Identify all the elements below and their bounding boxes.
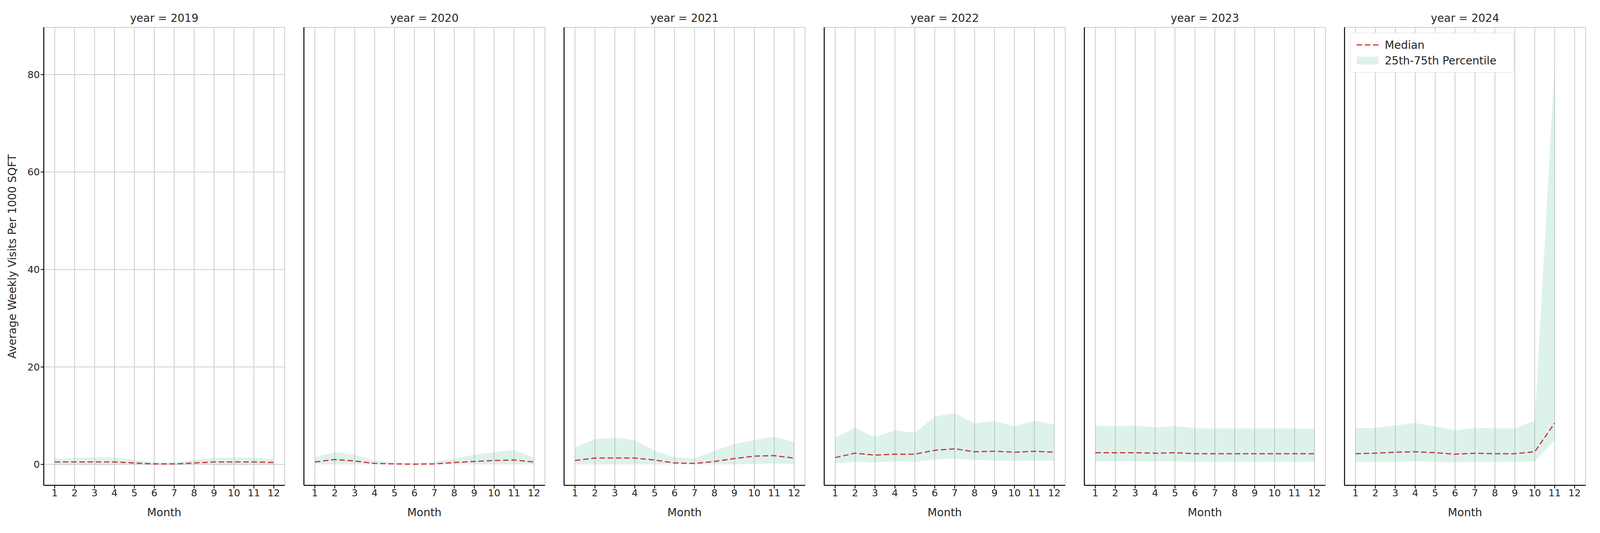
svg-text:1: 1 (51, 487, 58, 499)
html-text:year = 2024: year = 2024 (1430, 11, 1500, 25)
svg-text:8: 8 (1491, 487, 1499, 499)
svg-text:9: 9 (991, 487, 998, 499)
svg-text:6: 6 (151, 487, 158, 499)
svg-text:9: 9 (471, 487, 478, 499)
svg-text:5: 5 (1171, 487, 1179, 499)
html-text:year = 2020: year = 2020 (390, 11, 459, 25)
svg-text:11: 11 (1028, 487, 1041, 499)
svg-text:6: 6 (1191, 487, 1199, 499)
svg-text:4: 4 (111, 487, 118, 499)
svg-text:12: 12 (787, 487, 801, 499)
svg-text:12: 12 (1568, 487, 1581, 499)
html-text:Month: Month (667, 506, 702, 520)
svg-text:20: 20 (27, 361, 40, 374)
svg-text:7: 7 (691, 487, 698, 499)
svg-text:5: 5 (651, 487, 658, 499)
html-text:year = 2021: year = 2021 (650, 11, 719, 25)
svg-text:12: 12 (267, 487, 281, 499)
svg-text:9: 9 (731, 487, 738, 499)
svg-text:9: 9 (1511, 487, 1518, 499)
svg-text:8: 8 (191, 487, 198, 499)
html-text:Month: Month (1447, 506, 1483, 520)
svg-text:3: 3 (611, 487, 618, 499)
svg-text:2: 2 (331, 487, 338, 499)
svg-text:5: 5 (391, 487, 398, 499)
svg-text:6: 6 (671, 487, 678, 499)
svg-text:1: 1 (1092, 487, 1099, 499)
svg-text:11: 11 (507, 487, 521, 499)
svg-text:2: 2 (71, 487, 78, 499)
html-text:Month: Month (927, 506, 962, 520)
svg-text:4: 4 (1151, 487, 1159, 499)
html-text:25th-75th Percentile: 25th-75th Percentile (1384, 54, 1497, 67)
svg-text:4: 4 (891, 487, 899, 499)
html-text:Average Weekly Visits Per 1000: Average Weekly Visits Per 1000 SQFT (5, 154, 19, 359)
svg-text:3: 3 (1132, 487, 1139, 499)
html-text:year = 2023: year = 2023 (1170, 11, 1240, 25)
svg-text:7: 7 (1211, 487, 1218, 499)
html-text:Month: Month (407, 506, 442, 520)
svg-text:8: 8 (451, 487, 458, 499)
svg-text:12: 12 (1048, 487, 1061, 499)
html-text:year = 2022: year = 2022 (910, 11, 979, 25)
svg-text:2: 2 (1372, 487, 1379, 499)
svg-text:8: 8 (971, 487, 978, 499)
svg-text:10: 10 (1008, 487, 1021, 499)
svg-text:1: 1 (571, 487, 579, 499)
svg-text:3: 3 (351, 487, 358, 499)
svg-text:1: 1 (311, 487, 318, 499)
svg-text:3: 3 (91, 487, 98, 499)
svg-text:8: 8 (711, 487, 718, 499)
svg-text:2: 2 (591, 487, 599, 499)
svg-text:2: 2 (1112, 487, 1119, 499)
svg-text:10: 10 (487, 487, 501, 499)
svg-text:3: 3 (871, 487, 879, 499)
html-text:year = 2019: year = 2019 (130, 11, 199, 25)
svg-text:9: 9 (210, 487, 218, 499)
svg-text:5: 5 (1432, 487, 1439, 499)
svg-text:11: 11 (767, 487, 781, 499)
svg-text:6: 6 (1451, 487, 1459, 499)
html-text:Median: Median (1384, 38, 1425, 52)
svg-text:10: 10 (748, 487, 761, 499)
svg-text:7: 7 (1471, 487, 1479, 499)
svg-text:1: 1 (832, 487, 839, 499)
svg-text:3: 3 (1392, 487, 1399, 499)
svg-text:7: 7 (171, 487, 178, 499)
svg-text:11: 11 (1548, 487, 1561, 499)
svg-text:12: 12 (1308, 487, 1321, 499)
svg-text:60: 60 (27, 166, 40, 178)
svg-text:10: 10 (227, 487, 241, 499)
svg-text:9: 9 (1251, 487, 1258, 499)
svg-text:6: 6 (931, 487, 938, 499)
svg-text:1: 1 (1352, 487, 1359, 499)
svg-text:8: 8 (1231, 487, 1238, 499)
svg-text:10: 10 (1268, 487, 1281, 499)
svg-text:7: 7 (431, 487, 438, 499)
svg-text:4: 4 (1412, 487, 1419, 499)
svg-text:0: 0 (33, 458, 40, 471)
svg-text:4: 4 (631, 487, 638, 499)
svg-text:11: 11 (247, 487, 261, 499)
html-text:Month: Month (147, 506, 182, 520)
svg-text:10: 10 (1528, 487, 1542, 499)
svg-text:80: 80 (27, 69, 40, 81)
svg-text:5: 5 (131, 487, 138, 499)
svg-text:7: 7 (951, 487, 958, 499)
svg-text:6: 6 (411, 487, 418, 499)
svg-text:4: 4 (371, 487, 378, 499)
svg-text:5: 5 (911, 487, 918, 499)
svg-text:11: 11 (1288, 487, 1301, 499)
svg-text:2: 2 (851, 487, 859, 499)
html-text:Month: Month (1187, 506, 1223, 520)
svg-text:40: 40 (27, 264, 40, 276)
svg-text:12: 12 (527, 487, 541, 499)
